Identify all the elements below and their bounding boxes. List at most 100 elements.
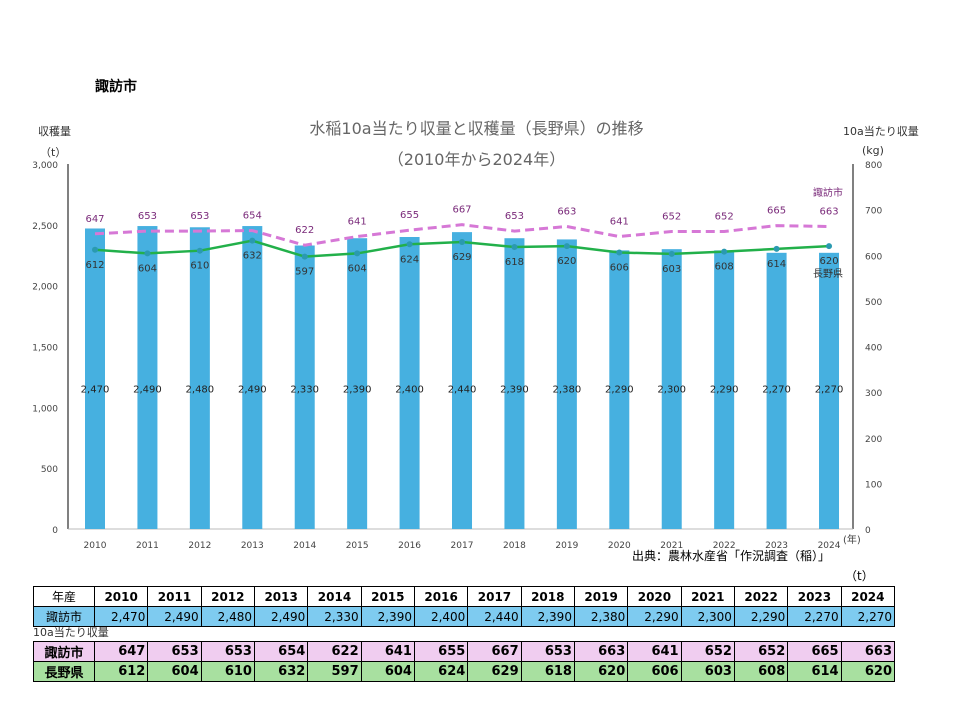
bar-2016 <box>399 237 420 529</box>
row-label: 諏訪市 <box>33 641 95 662</box>
nagano-point <box>92 246 98 253</box>
bar-label: 2,270 <box>762 384 791 395</box>
table-cell: 606 <box>627 661 682 682</box>
x-tick-label: 2010 <box>84 541 107 551</box>
table-cell: 622 <box>307 641 362 662</box>
year-header-cell: 2014 <box>307 586 362 607</box>
table-cell: 2,480 <box>200 606 255 627</box>
chart-subtitle: （2010年から2024年） <box>387 150 566 169</box>
table-cell: 2,390 <box>360 606 415 627</box>
x-tick-label: 2017 <box>451 541 474 551</box>
left-tick-label: 0 <box>52 526 58 536</box>
bar-2021 <box>661 249 682 529</box>
nagano-point-label: 603 <box>662 264 681 275</box>
nagano-point <box>773 245 780 252</box>
nagano-point <box>616 249 623 256</box>
suwa-point-label: 647 <box>85 214 104 225</box>
table-cell: 2,440 <box>467 606 522 627</box>
bar-label: 2,270 <box>815 384 844 395</box>
table-cell: 667 <box>467 641 522 662</box>
bar-label: 2,290 <box>710 384 739 395</box>
bar-2019 <box>556 239 577 529</box>
nagano-point-label: 620 <box>557 256 576 267</box>
bar-2014 <box>294 245 315 529</box>
table-cell: 632 <box>253 661 309 682</box>
year-header-cell: 2024 <box>840 586 896 607</box>
table-cell: 614 <box>787 661 842 682</box>
nagano-point-label: 620 <box>819 256 838 267</box>
bar-2012 <box>189 227 210 529</box>
right-tick-label: 300 <box>865 389 882 399</box>
bar-2015 <box>347 238 368 529</box>
x-tick-label: 2012 <box>188 541 211 551</box>
nagano-point-label: 632 <box>243 251 262 262</box>
nagano-point-label: 614 <box>767 259 786 270</box>
bar-2024 <box>819 252 840 530</box>
table-cell: 604 <box>147 661 202 682</box>
right-tick-label: 400 <box>865 344 882 354</box>
table-cell: 653 <box>147 641 202 662</box>
table-cell: 2,470 <box>93 606 149 627</box>
x-tick-label: 2014 <box>293 541 316 551</box>
table-cell: 2,270 <box>787 606 842 627</box>
bar-label: 2,490 <box>133 384 162 395</box>
table-unit: （t） <box>845 569 874 583</box>
bar-label: 2,480 <box>186 384 215 395</box>
year-header-cell: 2017 <box>467 586 522 607</box>
table-cell: 2,300 <box>680 606 735 627</box>
bar-2018 <box>504 238 525 529</box>
chart-svg: 0 500 1,000 1,500 2,000 2,500 3,000 0 100 200 300 4… <box>32 161 882 551</box>
table-cell: 610 <box>200 661 255 682</box>
yield-section-label: 10a当たり収量 <box>33 626 109 639</box>
bar-label: 2,470 <box>81 384 110 395</box>
table-cell: 663 <box>573 641 629 662</box>
nagano-point <box>406 241 413 248</box>
x-tick-label: 2013 <box>241 541 264 551</box>
bar-label: 2,380 <box>553 384 582 395</box>
year-header-cell: 2021 <box>680 586 735 607</box>
right-tick-label: 500 <box>865 298 882 308</box>
nagano-point-label: 606 <box>610 263 629 274</box>
suwa-point-label: 663 <box>557 207 576 218</box>
table-cell: 604 <box>360 661 415 682</box>
nagano-point <box>459 239 466 246</box>
table-cell: 641 <box>360 641 415 662</box>
table-cell: 2,330 <box>307 606 362 627</box>
suwa-point-label: 667 <box>452 205 471 216</box>
left-tick-label: 2,500 <box>32 222 58 232</box>
right-tick-label: 700 <box>865 207 882 217</box>
nagano-point-label: 624 <box>400 254 419 265</box>
bar-2017 <box>452 232 473 529</box>
table-cell: 2,270 <box>840 606 896 627</box>
table-cell: 654 <box>253 641 309 662</box>
bar-2013 <box>242 226 263 530</box>
nagano-point <box>563 243 570 250</box>
table-cell: 2,490 <box>147 606 202 627</box>
table-cell: 612 <box>93 661 149 682</box>
harvest-table: 年産 2010 2011 2012 2013 2014 2015 2016 2017 2018 20… <box>33 586 896 627</box>
year-header-cell: 2023 <box>787 586 842 607</box>
nagano-legend-label: 長野県 <box>813 268 843 280</box>
bar-2020 <box>609 250 630 529</box>
left-tick-label: 1,000 <box>32 404 58 414</box>
right-tick-label: 0 <box>865 526 871 536</box>
suwa-point-label: 641 <box>610 217 629 228</box>
bar-label: 2,330 <box>290 384 319 395</box>
x-tick-label: 2011 <box>136 541 159 551</box>
left-axis-unit: （t） <box>40 146 67 159</box>
left-tick-label: 2,000 <box>32 283 58 293</box>
table-cell: 603 <box>680 661 735 682</box>
suwa-point-label: 665 <box>767 206 786 217</box>
x-tick-label: 2020 <box>608 541 631 551</box>
x-tick-label: 2018 <box>503 541 526 551</box>
bar-label: 2,490 <box>238 384 267 395</box>
right-tick-label: 600 <box>865 252 882 262</box>
yield-table: 諏訪市 647 653 653 654 622 641 655 667 653 663 641 652 6… <box>33 641 896 682</box>
nagano-point-label: 608 <box>715 262 734 273</box>
nagano-point <box>721 248 728 255</box>
table-cell: 624 <box>413 661 469 682</box>
source-note: 出典：農林水産省「作況調査（稲）」 <box>632 549 831 563</box>
table-cell: 653 <box>200 641 255 662</box>
x-tick-label: 2023 <box>765 541 788 551</box>
nagano-point <box>668 250 675 257</box>
